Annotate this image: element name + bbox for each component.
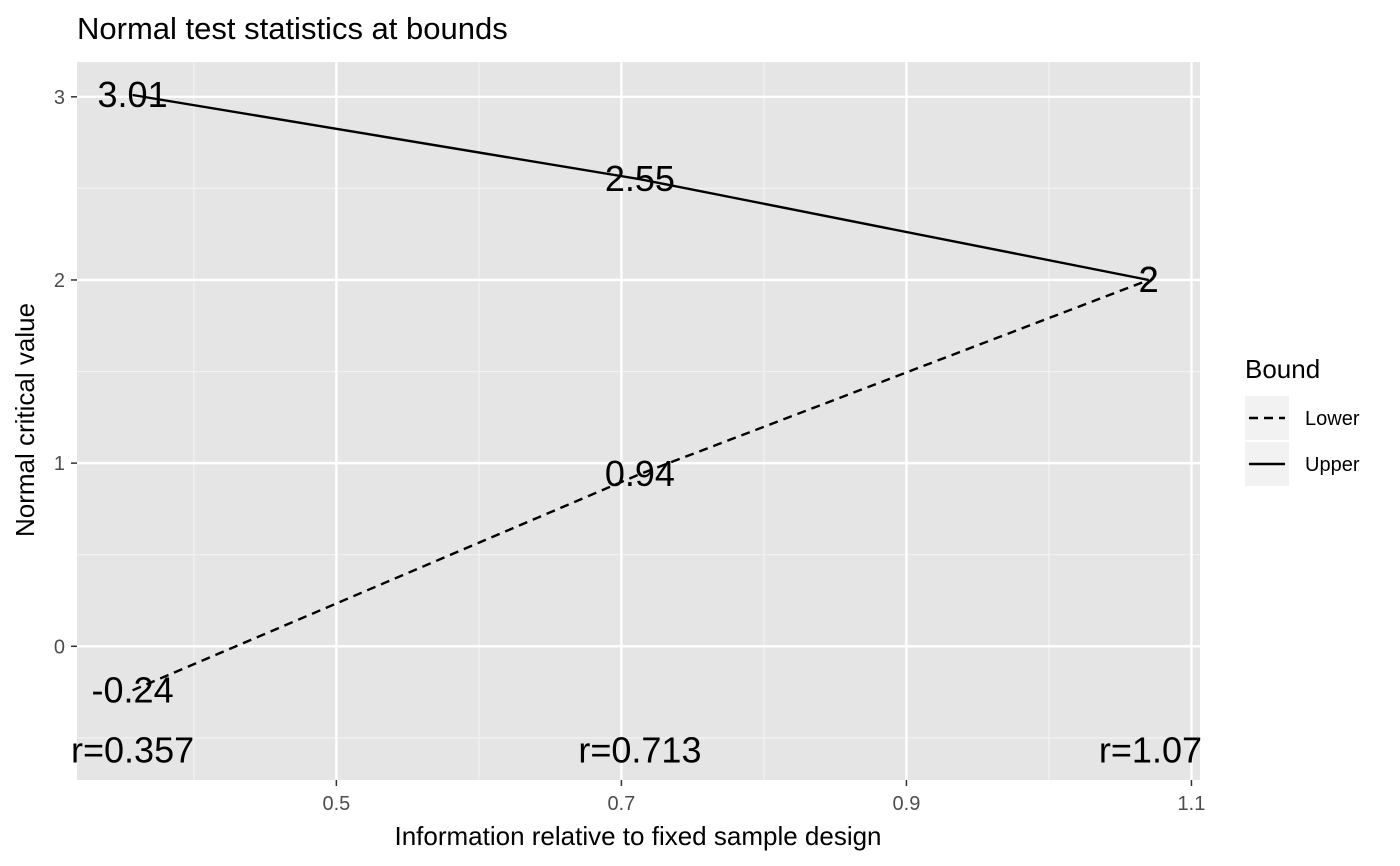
legend-label-lower: Lower [1305, 408, 1360, 430]
point-label-upper: 2.55 [605, 158, 675, 199]
point-label-lower: 0.94 [605, 453, 675, 494]
minor-gridlines [77, 62, 1200, 780]
y-axis: 0 1 2 3 [54, 87, 77, 658]
y-tick-label: 2 [54, 270, 65, 292]
series-lines [132, 93, 1150, 692]
r-annotation: r=0.713 [578, 730, 701, 771]
series-line-lower [132, 278, 1150, 692]
r-annotation: r=0.357 [71, 730, 194, 771]
r-annotation: r=1.07 [1099, 730, 1202, 771]
x-tick-label: 1.1 [1178, 793, 1206, 815]
y-axis-title: Normal critical value [10, 303, 40, 537]
x-axis-title: Information relative to fixed sample des… [394, 821, 881, 851]
y-tick-label: 1 [54, 453, 65, 475]
y-tick-label: 3 [54, 87, 65, 109]
point-label-upper: 3.01 [98, 74, 168, 115]
point-label-lower: -0.24 [92, 669, 174, 710]
x-axis: 0.5 0.7 0.9 1.1 [322, 780, 1205, 815]
major-gridlines [77, 62, 1200, 780]
chart-title: Normal test statistics at bounds [77, 11, 508, 46]
r-annotations: r=0.357 r=0.713 r=1.07 [71, 730, 1202, 771]
legend-title: Bound [1245, 354, 1320, 384]
x-tick-label: 0.9 [893, 793, 921, 815]
x-tick-label: 0.5 [322, 793, 350, 815]
series-line-upper [132, 93, 1149, 282]
point-label-lower: 2 [1139, 259, 1159, 300]
legend-label-upper: Upper [1305, 454, 1360, 476]
point-label-upper: 2 [1139, 259, 1159, 300]
legend: Bound Lower Upper [1245, 354, 1360, 486]
x-tick-label: 0.7 [607, 793, 635, 815]
y-tick-label: 0 [54, 636, 65, 658]
panel-background [77, 62, 1200, 780]
